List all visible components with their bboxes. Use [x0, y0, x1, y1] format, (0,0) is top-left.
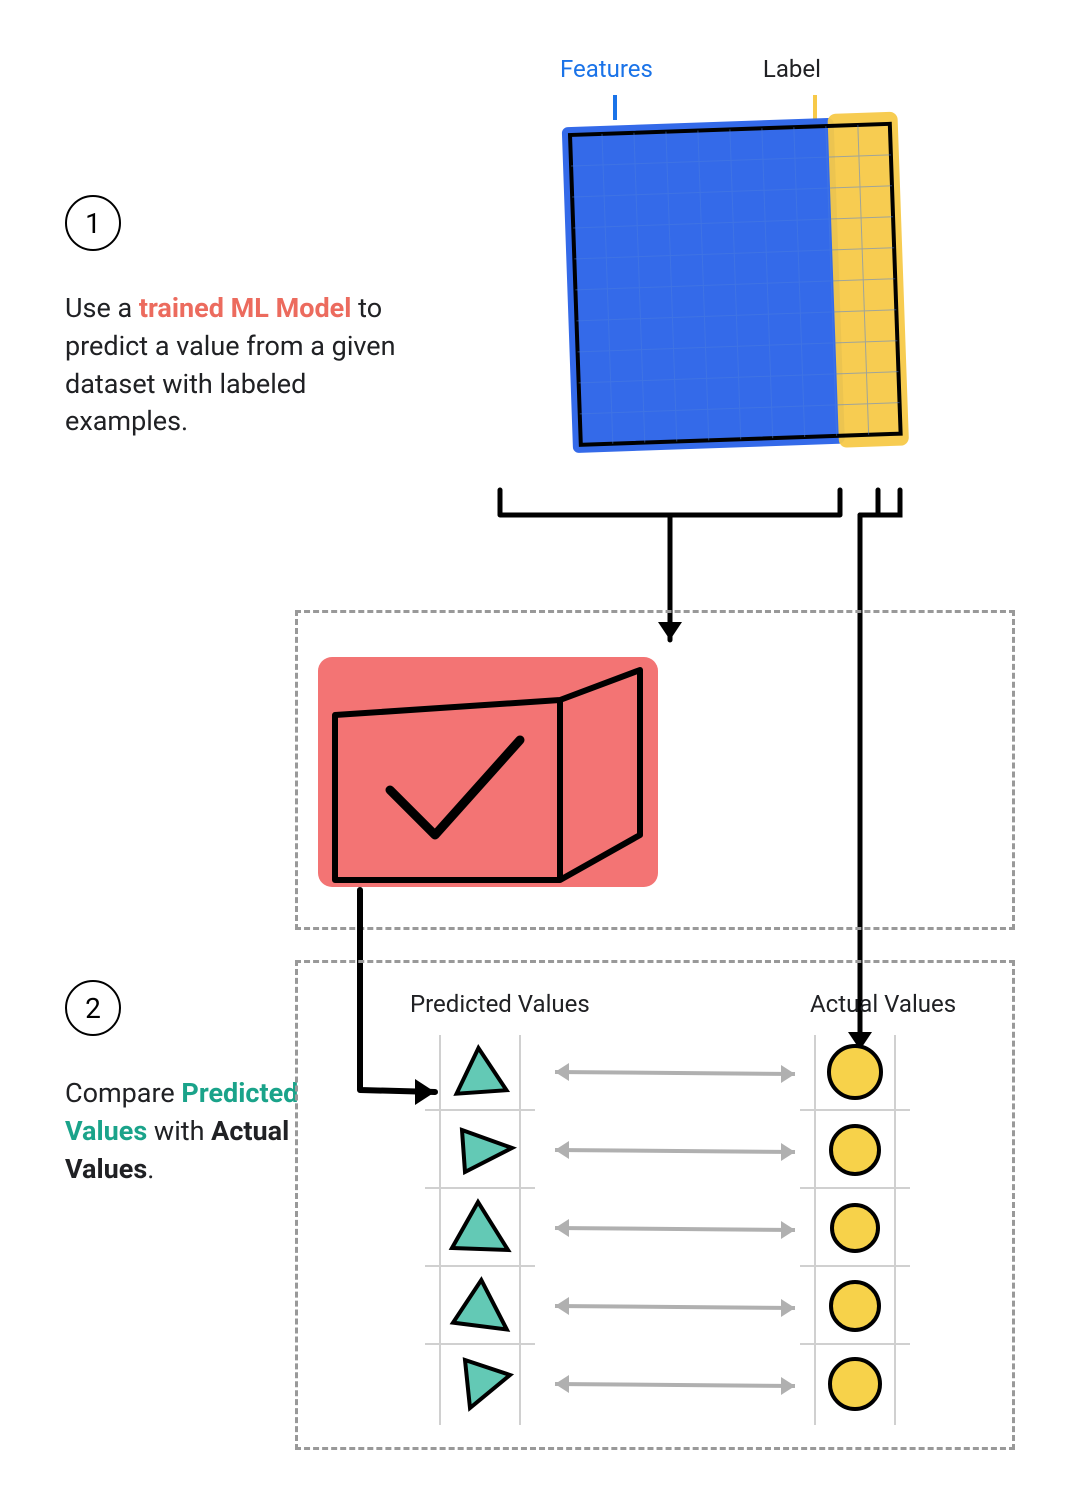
- triangle-row: [453, 1279, 509, 1330]
- triangle-row: [465, 1360, 510, 1408]
- step-2-badge: 2: [65, 980, 121, 1036]
- circle-row: [832, 1205, 878, 1251]
- diagram-canvas: 1 Use a trained ML Model to predict a va…: [0, 0, 1080, 1488]
- features-label: Features: [560, 55, 653, 83]
- label-label: Label: [763, 55, 821, 83]
- circle-row: [829, 1046, 881, 1098]
- dataset-grid: [540, 85, 920, 465]
- circle-row: [830, 1359, 880, 1409]
- predicted-values-header: Predicted Values: [410, 990, 590, 1018]
- actual-values-header: Actual Values: [810, 990, 956, 1018]
- dataset-header: Features Label: [560, 55, 821, 83]
- highlight-trained-ml-model: trained ML Model: [139, 292, 352, 324]
- compare-arrows: [540, 1030, 820, 1450]
- circle-row: [831, 1126, 879, 1174]
- triangle-row: [462, 1130, 512, 1172]
- triangle-row: [454, 1046, 507, 1093]
- triangle-row: [452, 1202, 508, 1250]
- step-1-badge: 1: [65, 195, 121, 251]
- circle-row: [831, 1282, 879, 1330]
- step-1-description: Use a trained ML Model to predict a valu…: [65, 290, 415, 441]
- step-1-number: 1: [85, 207, 101, 240]
- predicted-values-column: [420, 1030, 550, 1450]
- model-cube: [310, 625, 690, 915]
- step-2-number: 2: [85, 992, 101, 1025]
